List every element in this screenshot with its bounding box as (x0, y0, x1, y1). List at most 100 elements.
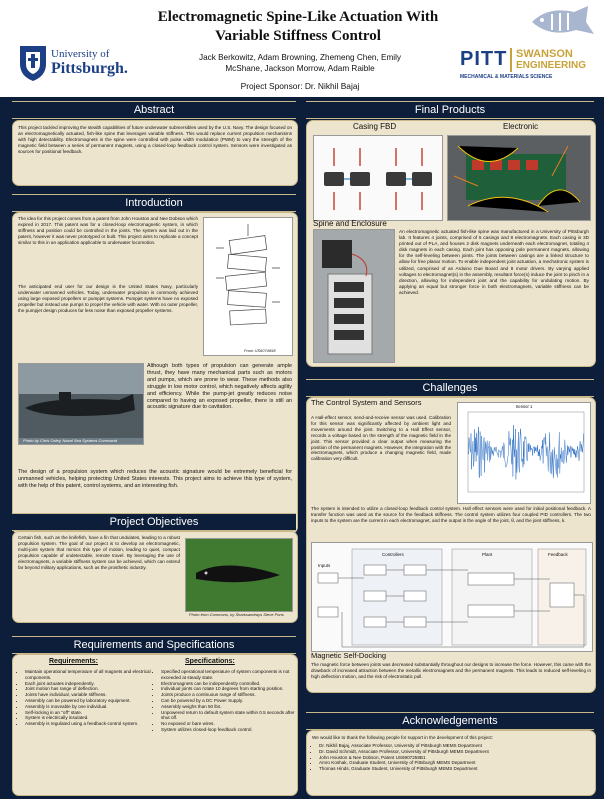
introduction-heading: Introduction (12, 194, 296, 212)
fish-logo-icon (532, 6, 594, 34)
patent-figure-caption: From US6074658 (244, 348, 276, 353)
abstract-heading: Abstract (12, 101, 296, 119)
acknowledgements-list: Dr. Nikhil Bajaj, Associate Professor, U… (311, 743, 595, 772)
list-item: Thomas Hinds, Graduate Student, Universi… (319, 766, 595, 772)
abstract-panel: This project tackled improving the steal… (12, 120, 298, 186)
casing-fbd-label: Casing FBD (353, 122, 397, 131)
list-item: Dr. David Schmidt, Associate Professor, … (319, 749, 595, 755)
objectives-heading: Project Objectives (12, 513, 296, 531)
electronics-photo (447, 135, 591, 221)
acknowledgements-intro: We would like to thank the following peo… (312, 735, 493, 740)
diagram-inputs-label: Inputs (318, 563, 331, 568)
final-products-panel: Casing FBD Electronic (306, 120, 596, 367)
list-item: Amro Koshak, Graduate Student, Universit… (319, 760, 595, 766)
magnetic-docking-label: Magnetic Self-Docking (311, 651, 387, 660)
diagram-plant-label: Plant (482, 552, 493, 557)
casing-fbd-icon (324, 148, 432, 210)
list-item: Individual joints can rotate 10 degrees … (161, 686, 299, 692)
sensor-plot: Sensor 1 (457, 402, 591, 504)
project-sponsor: Project Sponsor: Dr. Nikhil Bajaj (240, 81, 360, 91)
sensor-plot-area (467, 411, 585, 493)
list-item: Electromagnets can be independently cont… (161, 681, 299, 687)
acknowledgements-heading: Acknowledgements (306, 712, 594, 730)
challenges-heading: Challenges (306, 379, 594, 397)
final-products-body: An electromagnetic actuated fish-like sp… (399, 229, 589, 295)
swanson-engineering-logo: PITT SWANSON ENGINEERING MECHANICAL & MA… (460, 48, 596, 82)
submarine-icon (19, 364, 143, 438)
header: Electromagnetic Spine-Like Actuation Wit… (0, 0, 604, 97)
swanson-dept: MECHANICAL & MATERIALS SCIENCE (460, 74, 553, 80)
knifefish-caption: Photo from Commons, by Sharksandrays Ste… (189, 612, 284, 617)
list-item: Joint motion has range of deflection. (25, 686, 155, 692)
list-item: Unpowered return to default system state… (161, 710, 299, 722)
pitt-logo-line-2: Pittsburgh. (51, 60, 128, 77)
objectives-panel: Certain fish, such as the knifefish, hav… (12, 531, 298, 623)
list-item: No exposed or bare wires. (161, 721, 299, 727)
list-item: Maintain operational temperature of all … (25, 669, 155, 681)
list-item: System utilizes closed-loop feedback con… (161, 727, 299, 733)
list-item: John Houston & Nee Dobson, Patent US6907… (319, 755, 595, 761)
list-item: Specified operational temperature of sys… (161, 669, 299, 681)
pitt-logo-line-1: University of (51, 48, 110, 60)
authors: Jack Berkowitz, Adam Browning, Zhemeng C… (150, 52, 450, 74)
spine-enclosure-photo (313, 229, 395, 363)
diagram-controllers-label: Controllers (382, 552, 404, 557)
pitt-logo: University of Pittsburgh. (18, 42, 130, 82)
patent-figure: From US6074658 (203, 217, 293, 356)
introduction-panel: The idea for this project comes from a p… (12, 212, 298, 534)
list-item: Can be powered by a DC Power Supply. (161, 698, 299, 704)
electronic-label: Electronic (503, 122, 539, 131)
authors-line-1: Jack Berkowitz, Adam Browning, Zhemeng C… (198, 53, 402, 62)
intro-para-1: The idea for this project comes from a p… (18, 216, 199, 245)
control-block-diagram-icon (317, 548, 587, 648)
electronics-board-icon (448, 136, 590, 220)
specifications-subheading: Specifications: (185, 658, 235, 665)
final-products-heading: Final Products (306, 101, 594, 119)
specifications-list: Specified operational temperature of sys… (153, 669, 299, 733)
intro-para-3: Although both types of propulsion can ge… (147, 363, 292, 411)
list-item: System is electrically insulated. (25, 715, 155, 721)
requirements-list: Maintain operational temperature of all … (17, 669, 155, 727)
swanson-pitt: PITT (460, 48, 508, 70)
knifefish-icon (186, 539, 292, 611)
authors-line-2: McShane, Jackson Morrow, Adam Raible (225, 64, 375, 73)
list-item: Dr. Nikhil Bajaj, Associate Professor, U… (319, 743, 595, 749)
list-item: Assembly can be powered by laboratory eq… (25, 698, 155, 704)
submarine-photo: Photo by Chris Oxley, Naval Sea Systems … (18, 363, 144, 445)
list-item: Assembly is regulated using a feedback-c… (25, 721, 155, 727)
list-item: Joints produce a continuous range of sti… (161, 692, 299, 698)
list-item: Self-locking in an "off" state. (25, 710, 155, 716)
intro-para-4: The design of a propulsion system which … (18, 469, 292, 489)
patent-drawing-icon (216, 224, 280, 326)
control-system-label: The Control System and Sensors (311, 398, 422, 407)
acknowledgements-panel: We would like to thank the following peo… (306, 730, 596, 796)
casing-fbd-figure (313, 135, 443, 221)
knifefish-photo (185, 538, 293, 612)
control-diagram: Inputs Controllers Plant Feedback (311, 542, 593, 652)
title-line-2: Variable Stiffness Control (215, 28, 381, 44)
requirements-subheading: Requirements: (49, 658, 99, 665)
list-item: Assembly weighs than 50 lbs. (161, 704, 299, 710)
spine-enclosure-icon (314, 230, 394, 362)
list-item: Joints have individual, variable stiffne… (25, 692, 155, 698)
challenges-panel: The Control System and Sensors A Hall-ef… (306, 397, 596, 693)
sensor-signal-line (467, 425, 585, 480)
swanson-divider (510, 48, 512, 72)
pitt-seal-icon (20, 46, 46, 81)
objectives-body: Certain fish, such as the knifefish, hav… (18, 535, 180, 570)
submarine-photo-caption: Photo by Chris Oxley, Naval Sea Systems … (23, 438, 117, 443)
title-line-1: Electromagnetic Spine-Like Actuation Wit… (157, 9, 439, 25)
requirements-panel: Requirements: Specifications: Maintain o… (12, 654, 298, 796)
swanson-name: SWANSON (516, 48, 573, 60)
swanson-eng: ENGINEERING (516, 60, 587, 71)
sensor-plot-title: Sensor 1 (515, 404, 533, 409)
intro-para-2: The anticipated end user for our design … (18, 284, 198, 313)
poster-title: Electromagnetic Spine-Like Actuation Wit… (118, 8, 478, 46)
magnetic-docking-body: The magnetic force between joints was de… (311, 662, 591, 679)
requirements-heading: Requirements and Specifications (12, 636, 296, 654)
list-item: Assembly is moveable by one individual. (25, 704, 155, 710)
list-item: Each joint actuates independently. (25, 681, 155, 687)
control-system-body: A Hall-effect sensor, send-and-receive s… (311, 415, 451, 462)
control-system-body-2: The system is intended to utilize a clos… (311, 506, 591, 523)
